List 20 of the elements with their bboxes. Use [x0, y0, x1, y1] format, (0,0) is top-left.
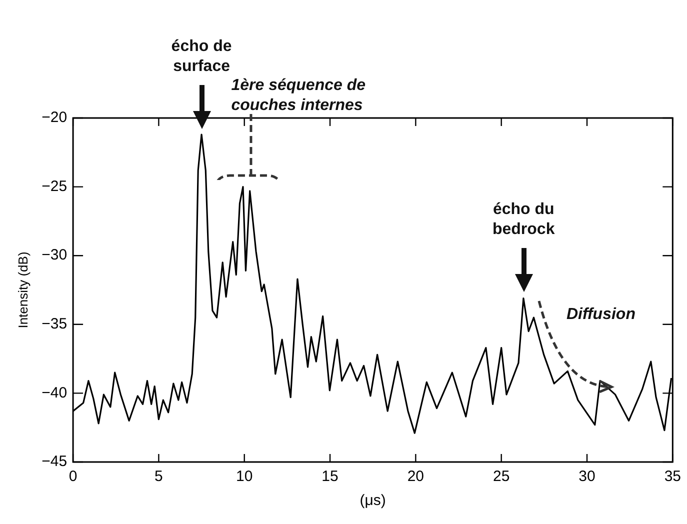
- text: écho de surface: [170, 36, 233, 76]
- y-tick-label: −30: [42, 246, 68, 264]
- annotation: Diffusion: [566, 304, 636, 325]
- x-tick-label: 35: [664, 468, 681, 486]
- x-tick-label: 10: [236, 468, 253, 486]
- text: 1ère séquence de couches internes: [231, 76, 366, 116]
- x-tick-label: 0: [68, 468, 78, 486]
- x-axis-title: (μs): [360, 492, 386, 510]
- y-tick-label: −25: [42, 178, 68, 195]
- y-axis-title: Intensity (dB): [15, 252, 30, 328]
- x-tick-label: 15: [322, 468, 338, 486]
- y-tick-label: −40: [42, 384, 68, 402]
- x-tick-label: 20: [407, 468, 424, 486]
- y-tick-label: −45: [42, 453, 68, 470]
- annotation: écho du bedrock: [491, 200, 556, 240]
- y-tick-label: −35: [42, 316, 68, 333]
- x-tick-label: 5: [154, 468, 163, 486]
- x-tick-label: 30: [578, 468, 596, 486]
- y-tick-label: −20: [42, 109, 68, 126]
- x-tick-label: 25: [492, 468, 510, 486]
